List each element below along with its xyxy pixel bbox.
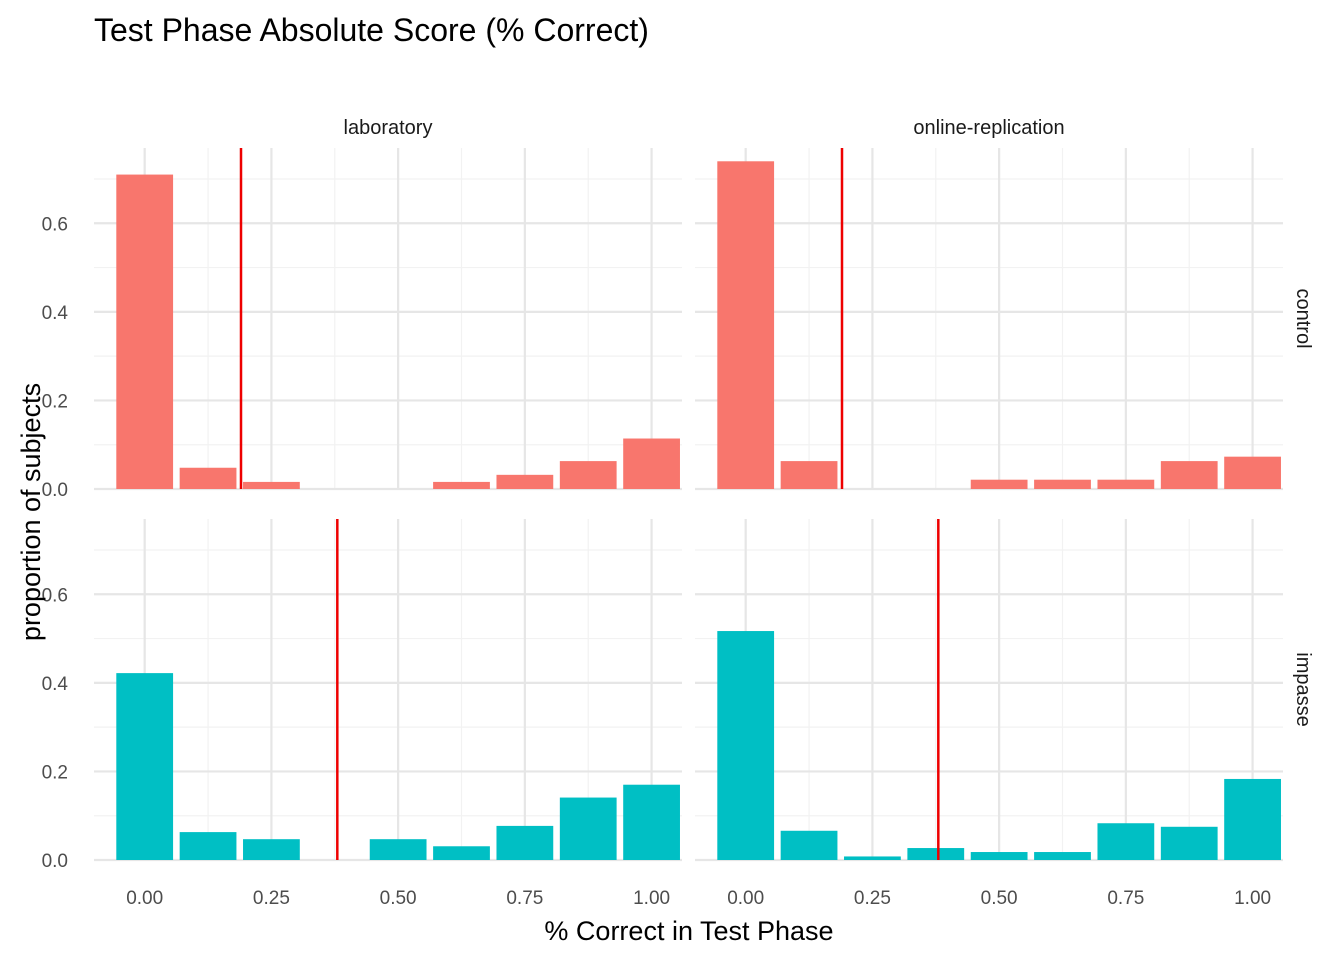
bar-online-replication-impasse-6 xyxy=(1097,823,1155,860)
facet-panels: laboratory online-replication control impas… xyxy=(42,117,1314,909)
bar-online-replication-impasse-3 xyxy=(907,848,965,860)
bar-online-replication-impasse-8 xyxy=(1224,778,1281,860)
bar-online-replication-impasse-5 xyxy=(1034,852,1091,860)
y-tick-label: 0.6 xyxy=(42,585,68,606)
panel-online-replication-impasse: 0.00 0.25 0.50 0.75 1.00 xyxy=(695,519,1283,909)
x-tick-label: 0.75 xyxy=(506,888,543,909)
panel-laboratory-impasse: 0.0 0.2 0.4 0.6 0.00 0.25 0.50 0.75 1.00 xyxy=(42,519,682,909)
y-tick-label: 0.2 xyxy=(42,391,68,412)
bar-online-replication-impasse-2 xyxy=(844,856,901,860)
bar-online-replication-control-4 xyxy=(970,479,1028,489)
y-tick-label: 0.0 xyxy=(42,480,68,501)
x-tick-label: 0.00 xyxy=(727,888,764,909)
panel-online-replication-control xyxy=(695,148,1283,491)
strip-label-impasse: impasse xyxy=(1292,652,1314,726)
bar-online-replication-control-6 xyxy=(1097,479,1155,489)
x-tick-label: 0.50 xyxy=(981,888,1018,909)
panel-laboratory-control: 0.0 0.2 0.4 0.6 xyxy=(42,148,682,501)
x-tick-label: 0.25 xyxy=(253,888,290,909)
bar-laboratory-control-0 xyxy=(116,174,174,490)
bar-online-replication-impasse-4 xyxy=(970,852,1028,860)
x-tick-label: 1.00 xyxy=(1234,888,1271,909)
x-tick-label: 0.75 xyxy=(1107,888,1144,909)
y-tick-label: 0.6 xyxy=(42,214,68,235)
x-tick-label: 0.50 xyxy=(380,888,417,909)
bar-online-replication-control-8 xyxy=(1224,456,1281,489)
bar-laboratory-impasse-1 xyxy=(179,832,237,860)
bar-laboratory-control-7 xyxy=(559,461,617,489)
bar-laboratory-control-1 xyxy=(179,467,237,489)
y-axis-title: proportion of subjects xyxy=(16,383,46,641)
bar-laboratory-impasse-7 xyxy=(559,797,617,860)
x-tick-label: 0.25 xyxy=(854,888,891,909)
bar-laboratory-impasse-8 xyxy=(623,784,680,860)
bar-laboratory-impasse-5 xyxy=(433,846,490,860)
bar-laboratory-impasse-4 xyxy=(369,839,427,860)
bar-laboratory-control-5 xyxy=(433,481,490,489)
bar-laboratory-impasse-2 xyxy=(243,839,300,860)
bar-online-replication-control-1 xyxy=(780,461,838,489)
strip-label-online-replication: online-replication xyxy=(913,117,1064,139)
x-axis-title: % Correct in Test Phase xyxy=(544,916,833,946)
bar-online-replication-control-7 xyxy=(1160,461,1218,489)
bar-laboratory-control-6 xyxy=(496,474,554,489)
y-tick-label: 0.2 xyxy=(42,762,68,783)
chart-title: Test Phase Absolute Score (% Correct) xyxy=(94,12,649,48)
bar-laboratory-control-2 xyxy=(243,481,300,489)
x-tick-label: 1.00 xyxy=(633,888,670,909)
bar-online-replication-control-0 xyxy=(717,161,775,490)
strip-label-control: control xyxy=(1292,288,1314,348)
x-tick-label: 0.00 xyxy=(126,888,163,909)
strip-label-laboratory: laboratory xyxy=(344,117,433,139)
y-tick-label: 0.0 xyxy=(42,851,68,872)
bar-laboratory-impasse-0 xyxy=(116,673,174,860)
bar-online-replication-impasse-0 xyxy=(717,631,775,860)
bar-online-replication-impasse-7 xyxy=(1160,826,1218,860)
bar-laboratory-impasse-6 xyxy=(496,825,554,860)
bar-laboratory-control-8 xyxy=(623,438,680,489)
bar-online-replication-impasse-1 xyxy=(780,830,838,860)
y-tick-label: 0.4 xyxy=(42,674,69,695)
y-tick-label: 0.4 xyxy=(42,303,69,324)
bar-online-replication-control-5 xyxy=(1034,479,1091,489)
